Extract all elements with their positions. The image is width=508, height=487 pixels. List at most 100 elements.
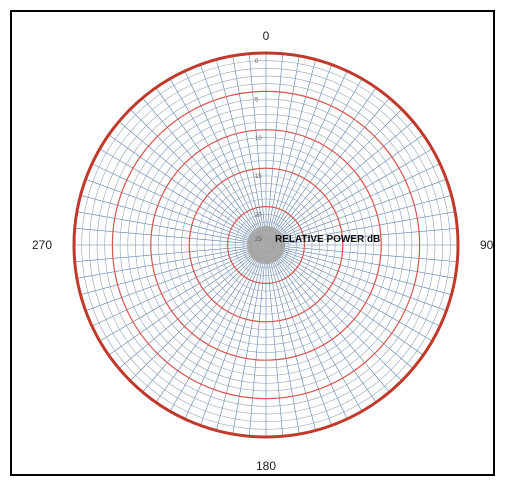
radial-gridline-205 [184, 262, 259, 420]
radial-gridline-225 [130, 258, 253, 381]
radial-gridline-55 [281, 134, 424, 235]
radial-gridline-335 [184, 70, 259, 228]
major-ring-15 [188, 167, 344, 323]
radial-gridline-10 [269, 55, 300, 227]
ring-label-20: 20 [255, 213, 262, 219]
radial-gridline-230 [118, 257, 252, 369]
radial-gridline-190 [232, 263, 263, 435]
radial-gridline-195 [216, 263, 262, 431]
ring-gridline-14 [181, 160, 351, 330]
major-rings [72, 51, 460, 439]
radial-gridline-145 [276, 260, 377, 403]
radial-gridline-120 [282, 254, 433, 342]
ring-label-5: 5 [255, 97, 259, 103]
ring-gridline-12 [165, 144, 367, 346]
ring-gridline-2 [89, 68, 443, 422]
ring-gridline-6 [119, 98, 413, 392]
radial-gridline-315 [130, 109, 253, 232]
radial-gridline-85 [285, 227, 458, 244]
radial-gridline-155 [273, 262, 348, 420]
radial-gridline-15 [270, 59, 316, 227]
ring-gridline-7 [127, 106, 405, 384]
radial-gridline-150 [275, 261, 363, 412]
angle-label-right: 90 [480, 238, 494, 252]
ring-gridline-17 [204, 183, 328, 307]
radial-gridline-30 [275, 78, 363, 229]
radial-gridline-355 [248, 53, 265, 226]
radial-gridline-5 [267, 53, 284, 226]
radial-gridline-170 [269, 263, 300, 435]
ring-gridline-18 [211, 190, 321, 300]
major-ring-5 [111, 90, 421, 400]
major-ring-0 [72, 51, 460, 439]
ring-gridline-19 [219, 198, 313, 292]
radial-gridline-305 [108, 134, 251, 235]
ring-gridline-22 [242, 221, 290, 269]
radial-gridline-200 [200, 262, 260, 426]
major-ring-20 [227, 206, 306, 285]
ring-gridline-9 [142, 121, 390, 369]
radial-gridline-25 [273, 70, 348, 228]
radial-gridline-295 [91, 163, 249, 238]
radial-gridline-255 [80, 249, 248, 295]
radial-gridline-110 [283, 251, 447, 311]
ring-gridline-3 [96, 75, 436, 415]
radial-gridline-125 [281, 255, 424, 356]
radial-gridline-135 [279, 258, 402, 381]
ring-labels: 0 5 10 15 20 25 [255, 59, 262, 243]
radial-gridline-285 [80, 195, 248, 241]
ring-gridline-8 [135, 114, 397, 376]
radial-gridline-290 [85, 179, 249, 239]
angle-label-top: 0 [263, 29, 270, 43]
radial-gridline-80 [284, 211, 456, 242]
ring-gridline-1 [81, 60, 451, 430]
radial-gridline-265 [74, 246, 247, 263]
radial-gridline-275 [74, 227, 247, 244]
radial-gridline-350 [232, 55, 263, 227]
center-disc [246, 225, 286, 265]
radial-gridline-320 [142, 97, 254, 231]
radial-gridline-140 [278, 259, 390, 393]
radial-gridline-130 [280, 257, 414, 369]
radial-gridline-160 [272, 262, 332, 426]
radial-gridline-250 [85, 251, 249, 311]
radial-gridline-65 [283, 163, 441, 238]
radial-gridline-115 [283, 252, 441, 327]
ring-gridline-16 [196, 175, 336, 315]
radial-gridline-235 [108, 255, 251, 356]
radial-gridline-75 [284, 195, 452, 241]
radial-gridline-300 [99, 148, 250, 236]
center-title: RELATIVE POWER dB [275, 234, 380, 245]
radial-gridline-260 [76, 248, 248, 279]
radial-gridline-215 [155, 260, 256, 403]
radial-gridline-45 [279, 109, 402, 232]
ring-gridline-4 [104, 83, 428, 407]
radial-gridline-20 [272, 64, 332, 228]
radial-gridline-40 [278, 97, 390, 231]
ring-label-25: 25 [255, 237, 262, 243]
ring-label-0: 0 [255, 59, 259, 65]
radial-gridline-325 [155, 87, 256, 230]
radial-gridline-165 [270, 263, 316, 431]
radial-gridline-95 [285, 246, 458, 263]
radial-gridline-280 [76, 211, 248, 242]
radial-gridline-345 [216, 59, 262, 227]
radial-gridline-340 [200, 64, 260, 228]
angle-label-bottom: 180 [256, 459, 276, 473]
radial-gridline-70 [283, 179, 447, 239]
radial-gridline-175 [267, 264, 284, 437]
ring-label-10: 10 [255, 136, 262, 142]
angle-label-left: 270 [32, 238, 52, 252]
radial-gridline-35 [276, 87, 377, 230]
major-ring-10 [150, 129, 382, 361]
ring-label-15: 15 [255, 174, 262, 180]
radial-gridline-240 [99, 254, 250, 342]
ring-gridline-11 [158, 137, 374, 353]
radial-gridline-330 [169, 78, 257, 229]
radial-gridline-310 [118, 121, 252, 233]
radial-gridline-105 [284, 249, 452, 295]
radial-gridline-60 [282, 148, 433, 236]
ring-gridline-13 [173, 152, 359, 338]
radial-gridline-210 [169, 261, 257, 412]
